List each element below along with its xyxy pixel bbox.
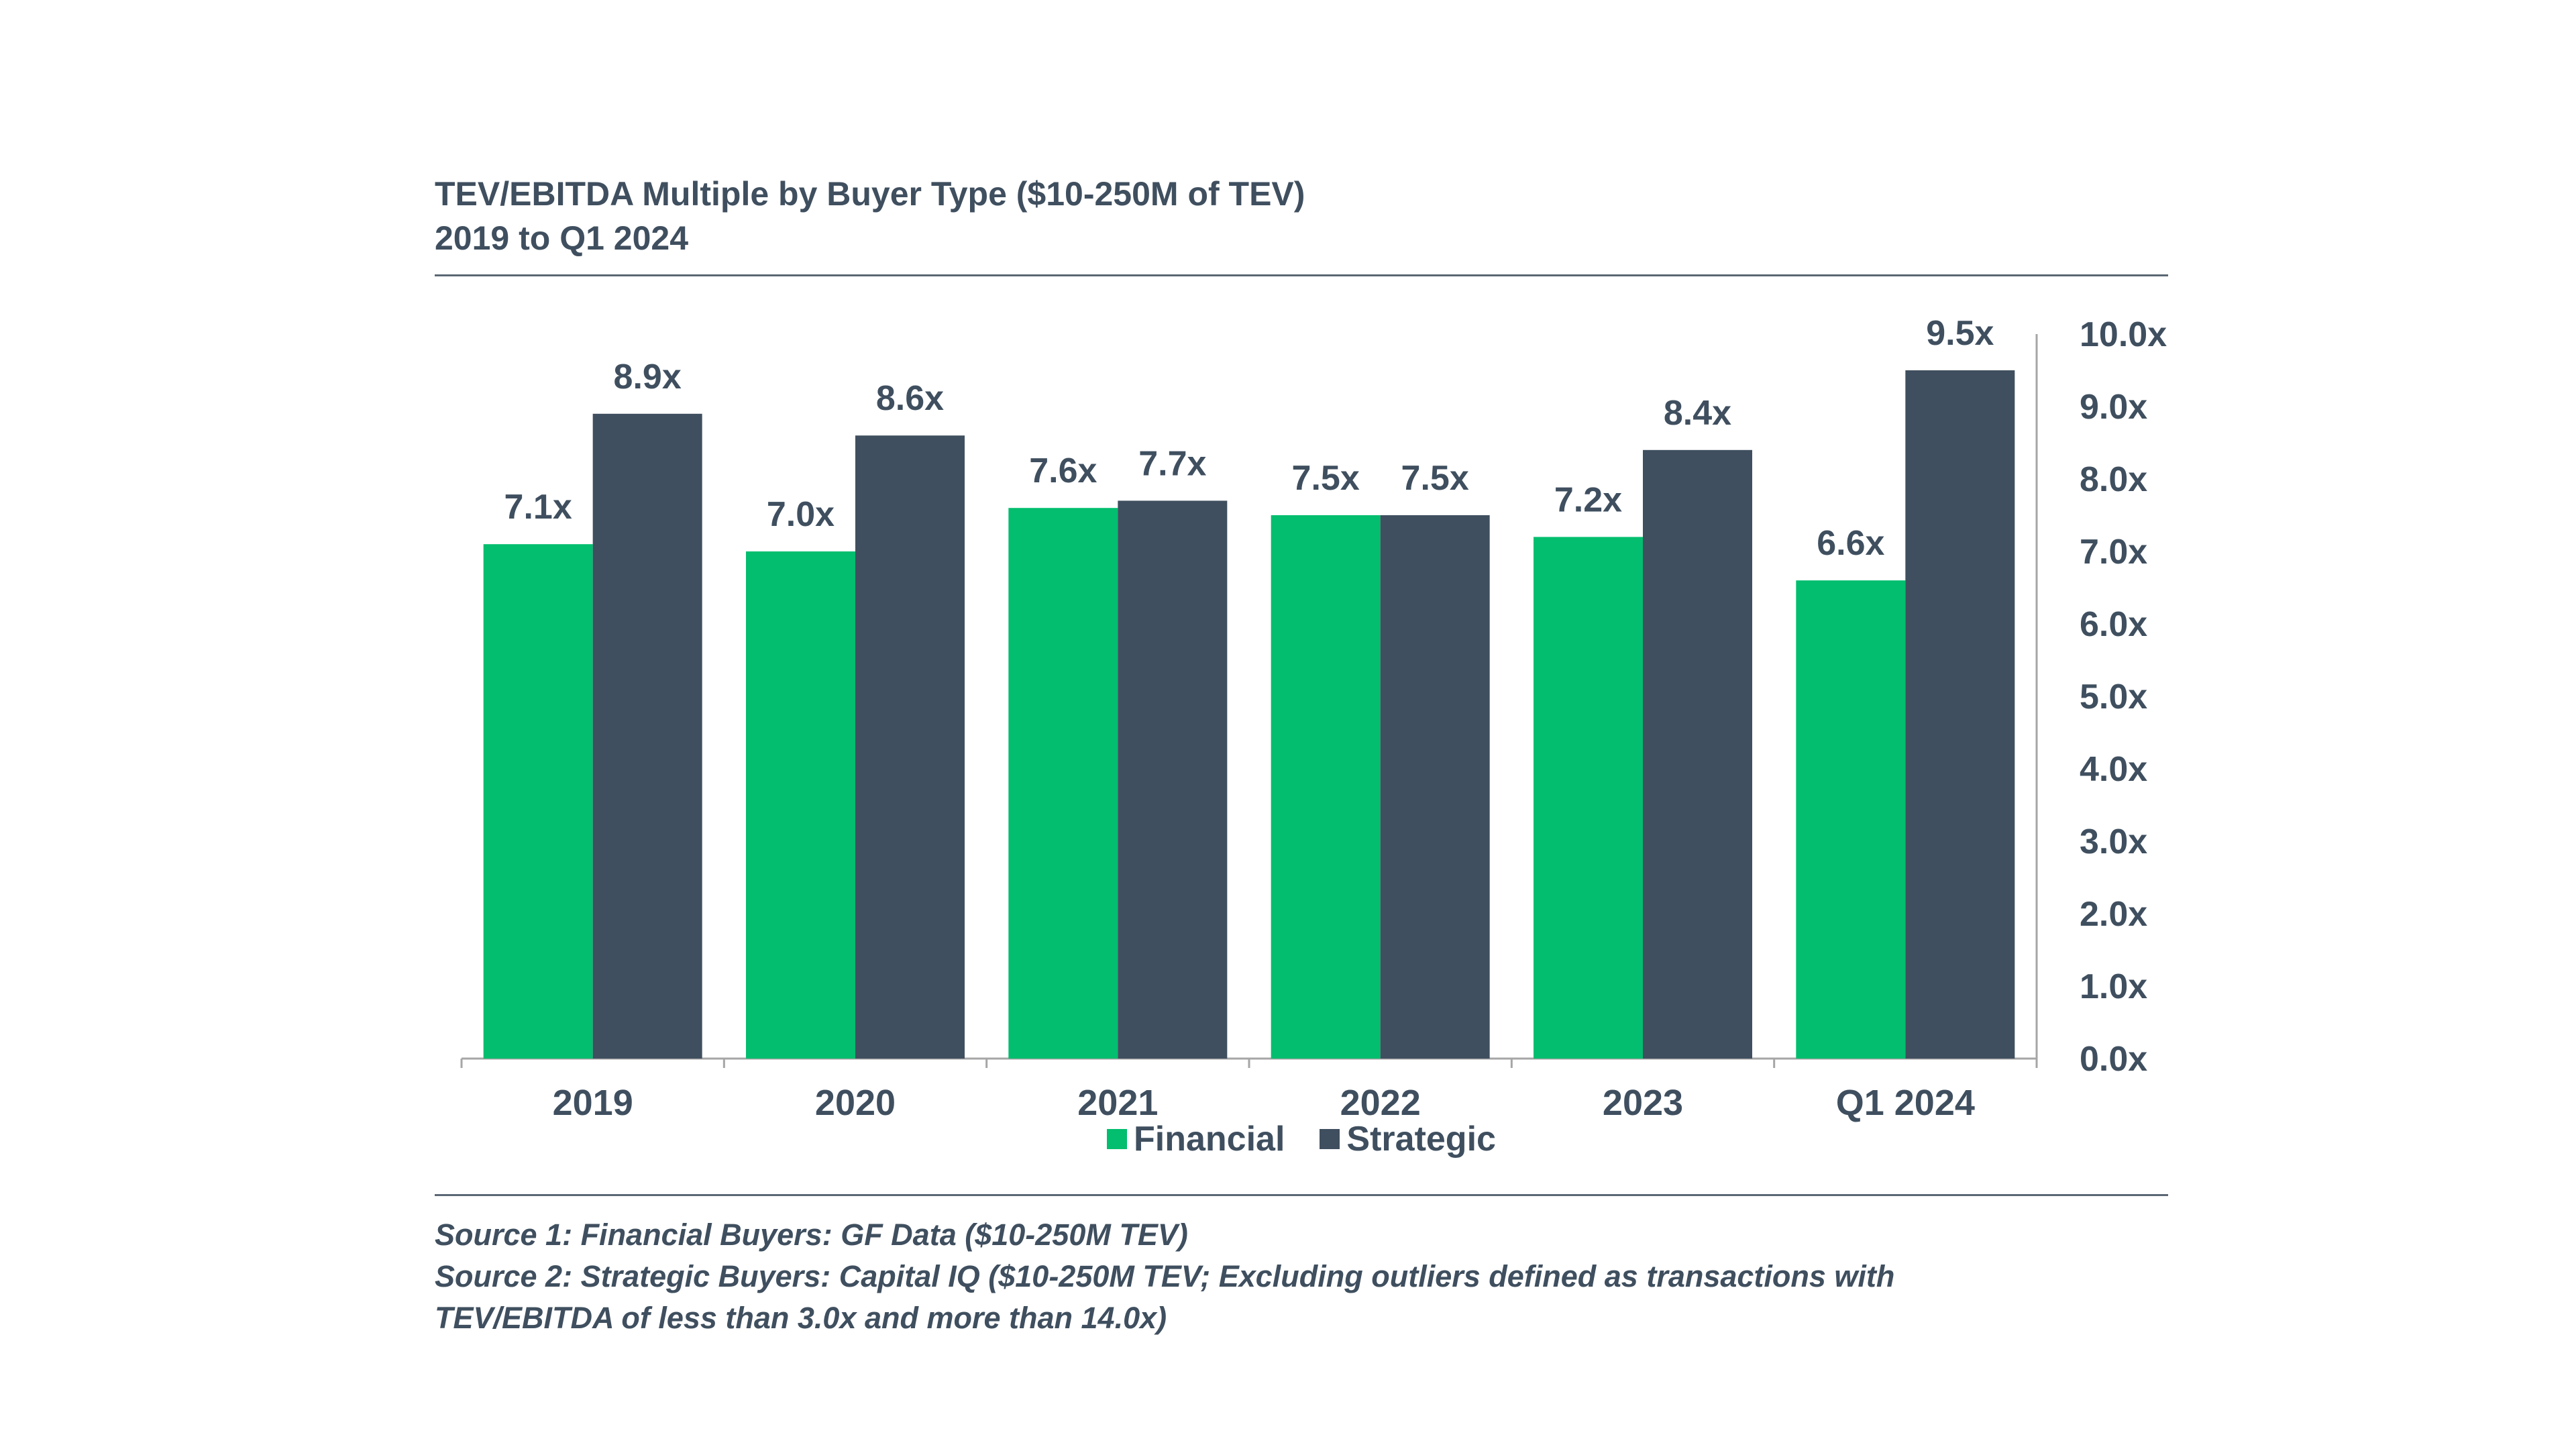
data-label-strategic: 8.4x [1664,394,1731,433]
bottom-divider [435,1194,2168,1196]
legend-label-strategic: Strategic [1346,1120,1496,1159]
y-tick-label: 0.0x [2080,1040,2147,1079]
bar-strategic [855,435,965,1059]
bar-strategic [1905,370,2015,1059]
bar-financial [1271,515,1381,1059]
bar-strategic [1643,449,1752,1059]
x-category-label: 2019 [553,1083,633,1123]
legend-label-financial: Financial [1134,1120,1285,1159]
y-tick-label: 1.0x [2080,967,2147,1006]
y-tick-label: 3.0x [2080,822,2147,861]
data-label-financial: 7.1x [504,488,572,527]
data-label-strategic: 8.9x [614,358,682,396]
x-category-label: 2022 [1340,1083,1421,1123]
x-category-label: 2020 [815,1083,896,1123]
data-label-strategic: 7.5x [1401,459,1469,498]
data-label-strategic: 7.7x [1138,444,1206,483]
bar-financial [746,551,855,1059]
data-label-financial: 7.0x [767,495,835,534]
legend-swatch-financial [1107,1129,1127,1149]
sources-note: Source 1: Financial Buyers: GF Data ($10… [435,1214,1894,1339]
y-tick-label: 8.0x [2080,460,2147,499]
data-label-strategic: 9.5x [1926,314,1994,353]
y-tick-label: 2.0x [2080,895,2147,934]
data-label-financial: 6.6x [1817,524,1884,563]
source-line-3: TEV/EBITDA of less than 3.0x and more th… [435,1301,1167,1335]
legend-item-strategic: Strategic [1320,1119,1496,1159]
x-category-label: 2021 [1077,1083,1158,1123]
data-label-strategic: 8.6x [876,379,944,418]
chart-title: TEV/EBITDA Multiple by Buyer Type ($10-2… [435,175,1305,213]
legend-item-financial: Financial [1107,1119,1285,1159]
data-label-financial: 7.5x [1292,459,1360,498]
chart-subtitle: 2019 to Q1 2024 [435,219,689,257]
bar-financial [1008,508,1118,1059]
x-category-label: 2023 [1603,1083,1683,1123]
x-category-label: Q1 2024 [1836,1083,1975,1123]
y-tick-label: 6.0x [2080,605,2147,644]
source-line-1: Source 1: Financial Buyers: GF Data ($10… [435,1218,1188,1252]
bar-strategic [592,413,702,1059]
chart-title-block: TEV/EBITDA Multiple by Buyer Type ($10-2… [435,172,1305,260]
bar-strategic [1118,500,1228,1059]
legend: Financial Strategic [1107,1119,1531,1159]
source-line-2: Source 2: Strategic Buyers: Capital IQ (… [435,1259,1895,1293]
y-tick-label: 4.0x [2080,750,2147,789]
bar-strategic [1380,515,1490,1059]
bar-financial [1534,537,1643,1059]
bar-financial [483,544,593,1059]
data-label-financial: 7.6x [1029,451,1097,490]
y-tick-label: 5.0x [2080,678,2147,716]
data-label-financial: 7.2x [1554,480,1622,519]
bar-financial [1796,580,1906,1059]
y-tick-label: 10.0x [2080,315,2167,354]
top-divider [435,274,2168,276]
y-tick-label: 7.0x [2080,533,2147,572]
y-tick-label: 9.0x [2080,388,2147,427]
legend-swatch-strategic [1320,1129,1340,1149]
